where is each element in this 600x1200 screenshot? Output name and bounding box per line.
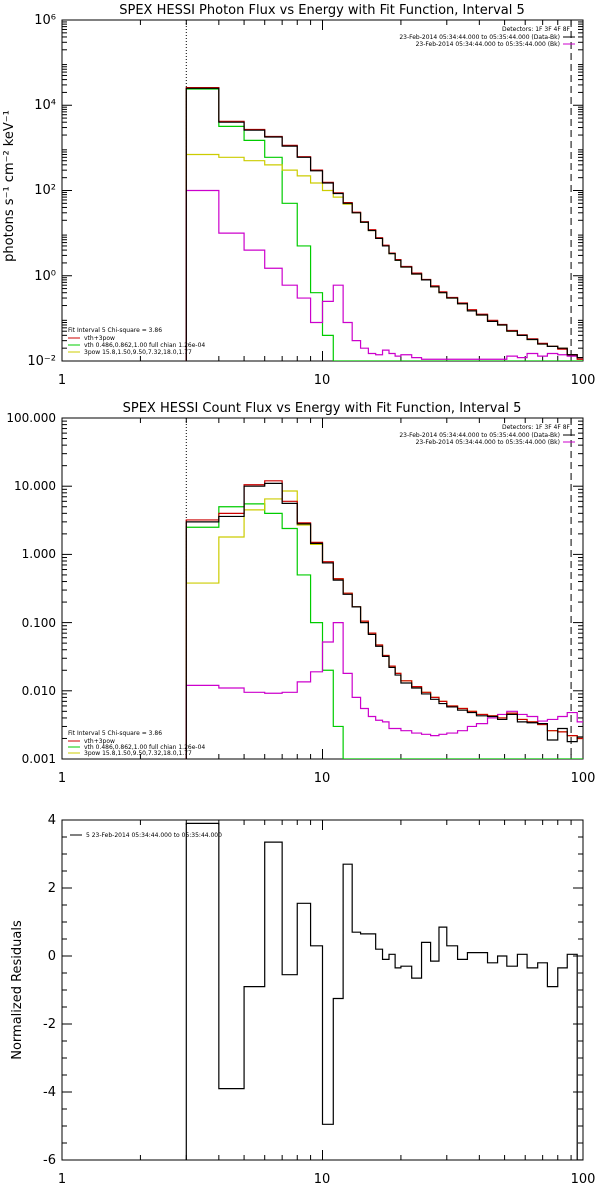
series-step-line bbox=[185, 480, 583, 759]
series-step-line bbox=[185, 490, 583, 759]
residuals-ytick-label: -2 bbox=[43, 1017, 56, 1032]
series-step-line bbox=[185, 153, 583, 361]
photon-flux-legend-vth3pow: vth+3pow bbox=[84, 335, 115, 342]
residuals-ytick-label: 2 bbox=[48, 881, 56, 896]
count-flux-legend-vth: vth 0.486,0.862,1.00 full chian 1.26e-04 bbox=[84, 744, 205, 751]
series-step-line bbox=[185, 86, 583, 361]
count-flux-ytick-label: 0.001 bbox=[22, 752, 56, 766]
photon-flux-panel: SPEX HESSI Photon Flux vs Energy with Fi… bbox=[2, 3, 595, 388]
residuals-xtick-label: 100 bbox=[571, 1172, 596, 1187]
residuals-xtick-label: 10 bbox=[314, 1172, 331, 1187]
count-flux-legend-3pow: 3pow 15.8,1.50,9.50,7.32,18.0,1.77 bbox=[84, 750, 192, 757]
photon-flux-ytick-label: 10⁰ bbox=[34, 269, 56, 284]
count-flux-plot bbox=[61, 417, 583, 760]
residuals-ytick-label: -4 bbox=[43, 1085, 56, 1100]
series-step-line bbox=[185, 189, 583, 361]
photon-flux-legend-3pow: 3pow 15.8,1.50,9.50,7.32,18.0,1.77 bbox=[84, 349, 192, 356]
count-flux-xtick-label: 10 bbox=[314, 771, 331, 786]
count-flux-legend-vth3pow: vth+3pow bbox=[84, 738, 115, 745]
count-flux-legend-detectors: Detectors: 1F 3F 4F 8F bbox=[502, 424, 571, 431]
photon-flux-ytick-label: 10⁶ bbox=[34, 13, 56, 28]
count-flux-ytick-label: 10.000 bbox=[14, 479, 56, 493]
photon-flux-ytick-label: 10⁴ bbox=[34, 98, 56, 113]
residuals-ylabel: Normalized Residuals bbox=[10, 920, 25, 1060]
residuals-ytick-label: -6 bbox=[43, 1153, 56, 1168]
count-flux-ytick-label: 100.000 bbox=[6, 411, 56, 425]
series-step-line bbox=[185, 822, 583, 1160]
series-step-line bbox=[185, 622, 583, 759]
photon-flux-legend-top-right: Detectors: 1F 3F 4F 8F 23-Feb-2014 05:34… bbox=[399, 26, 575, 48]
residuals-panel: Normalized Residuals 5 23-Feb-2014 05:34… bbox=[10, 813, 595, 1187]
series-step-line bbox=[185, 87, 583, 361]
photon-flux-ytick-label: 10² bbox=[34, 183, 56, 198]
residuals-annotation: 5 23-Feb-2014 05:34:44.000 to 05:35:44.0… bbox=[86, 832, 222, 839]
count-flux-legend-top-right: Detectors: 1F 3F 4F 8F 23-Feb-2014 05:34… bbox=[399, 424, 575, 446]
count-flux-legend-data-bk: 23-Feb-2014 05:34:44.000 to 05:35:44.000… bbox=[399, 432, 560, 439]
count-flux-legend-bottom-left: Fit Interval 5 Chi-square = 3.86 vth+3po… bbox=[68, 730, 205, 757]
photon-flux-legend-bottom-left: Fit Interval 5 Chi-square = 3.86 vth+3po… bbox=[68, 327, 205, 356]
count-flux-legend-fit: Fit Interval 5 Chi-square = 3.86 bbox=[68, 730, 162, 737]
series-step-line bbox=[185, 482, 583, 759]
residuals-xtick-label: 1 bbox=[58, 1172, 66, 1187]
photon-flux-ytick-label: 10⁻² bbox=[27, 354, 56, 369]
residuals-plot bbox=[61, 819, 583, 1161]
photon-flux-legend-fit: Fit Interval 5 Chi-square = 3.86 bbox=[68, 327, 162, 334]
count-flux-ytick-label: 0.100 bbox=[22, 616, 56, 630]
residuals-ytick-label: 0 bbox=[48, 949, 56, 964]
photon-flux-ylabel: photons s⁻¹ cm⁻² keV⁻¹ bbox=[2, 110, 17, 262]
photon-flux-legend-vth: vth 0.486,0.862,1.00 full chian 1.26e-04 bbox=[84, 342, 205, 349]
photon-flux-xtick-label: 1 bbox=[58, 373, 66, 388]
count-flux-xtick-label: 100 bbox=[571, 771, 596, 786]
residuals-ytick-label: 4 bbox=[48, 813, 56, 828]
count-flux-panel: SPEX HESSI Count Flux vs Energy with Fit… bbox=[6, 401, 595, 786]
count-flux-frame bbox=[61, 417, 584, 760]
count-flux-title: SPEX HESSI Count Flux vs Energy with Fit… bbox=[123, 401, 522, 416]
photon-flux-xtick-label: 100 bbox=[571, 373, 596, 388]
count-flux-legend-bk: 23-Feb-2014 05:34:44.000 to 05:35:44.000… bbox=[416, 439, 560, 446]
photon-flux-plot bbox=[61, 19, 583, 362]
photon-flux-legend-detectors: Detectors: 1F 3F 4F 8F bbox=[502, 26, 571, 33]
count-flux-xtick-label: 1 bbox=[58, 771, 66, 786]
series-step-line bbox=[185, 503, 583, 759]
photon-flux-legend-data-bk: 23-Feb-2014 05:34:44.000 to 05:35:44.000… bbox=[399, 34, 560, 41]
photon-flux-xtick-label: 10 bbox=[314, 373, 331, 388]
photon-flux-legend-bk: 23-Feb-2014 05:34:44.000 to 05:35:44.000… bbox=[416, 41, 560, 48]
photon-flux-title: SPEX HESSI Photon Flux vs Energy with Fi… bbox=[119, 3, 525, 18]
series-step-line bbox=[185, 88, 583, 361]
count-flux-ytick-label: 1.000 bbox=[22, 547, 56, 561]
count-flux-ytick-label: 0.010 bbox=[22, 684, 56, 698]
